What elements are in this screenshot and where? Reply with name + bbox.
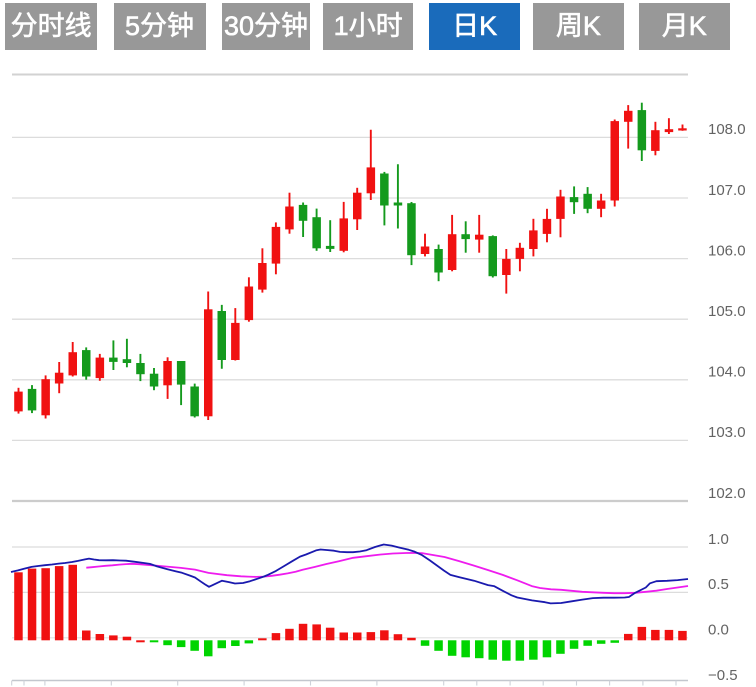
svg-text:0.5: 0.5	[708, 576, 729, 593]
svg-text:103.0: 103.0	[708, 424, 746, 441]
svg-text:106.0: 106.0	[708, 242, 746, 259]
svg-text:102.0: 102.0	[708, 485, 746, 502]
svg-text:105.0: 105.0	[708, 303, 746, 320]
svg-text:104.0: 104.0	[708, 364, 746, 381]
svg-text:−0.5: −0.5	[708, 667, 738, 684]
svg-text:108.0: 108.0	[708, 121, 746, 138]
svg-text:1.0: 1.0	[708, 531, 729, 548]
svg-text:0.0: 0.0	[708, 622, 729, 639]
svg-text:107.0: 107.0	[708, 182, 746, 199]
